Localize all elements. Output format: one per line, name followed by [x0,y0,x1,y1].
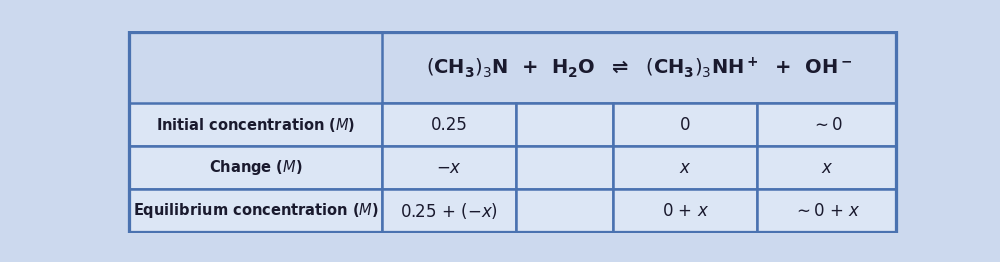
Text: 0: 0 [680,116,691,134]
Bar [757,189,896,232]
Text: $\sim$0 + $x$: $\sim$0 + $x$ [793,202,860,220]
Text: $(\mathbf{CH_3})_3\mathbf{N}$  $\mathbf{+}$  $\mathbf{H_2O}$  $\mathbf{\rightlef: $(\mathbf{CH_3})_3\mathbf{N}$ $\mathbf{+… [426,56,852,80]
Text: $x$: $x$ [679,159,692,177]
Text: $-x$: $-x$ [436,159,462,177]
Bar [382,32,896,103]
Bar [613,189,757,232]
Bar [129,146,382,189]
Bar [516,189,613,232]
Bar [129,103,382,146]
Bar [516,146,613,189]
Text: 0 + $x$: 0 + $x$ [662,202,709,220]
Bar [516,103,613,146]
Bar [613,103,757,146]
Bar [129,189,382,232]
Text: Equilibrium concentration ($\mathbf{\mathit{M}}$): Equilibrium concentration ($\mathbf{\mat… [133,201,378,220]
Text: 0.25 + ($-x$): 0.25 + ($-x$) [400,201,498,221]
Bar [129,32,382,103]
Bar [382,189,516,232]
Bar [757,146,896,189]
Text: Initial concentration ($\mathbf{\mathit{M}}$): Initial concentration ($\mathbf{\mathit{… [156,116,355,134]
Text: Change ($\mathbf{\mathit{M}}$): Change ($\mathbf{\mathit{M}}$) [209,158,302,177]
Text: $x$: $x$ [821,159,833,177]
Text: $\sim$0: $\sim$0 [811,116,843,134]
Bar [757,103,896,146]
Bar [382,103,516,146]
Bar [613,146,757,189]
Bar [382,146,516,189]
Text: 0.25: 0.25 [430,116,467,134]
